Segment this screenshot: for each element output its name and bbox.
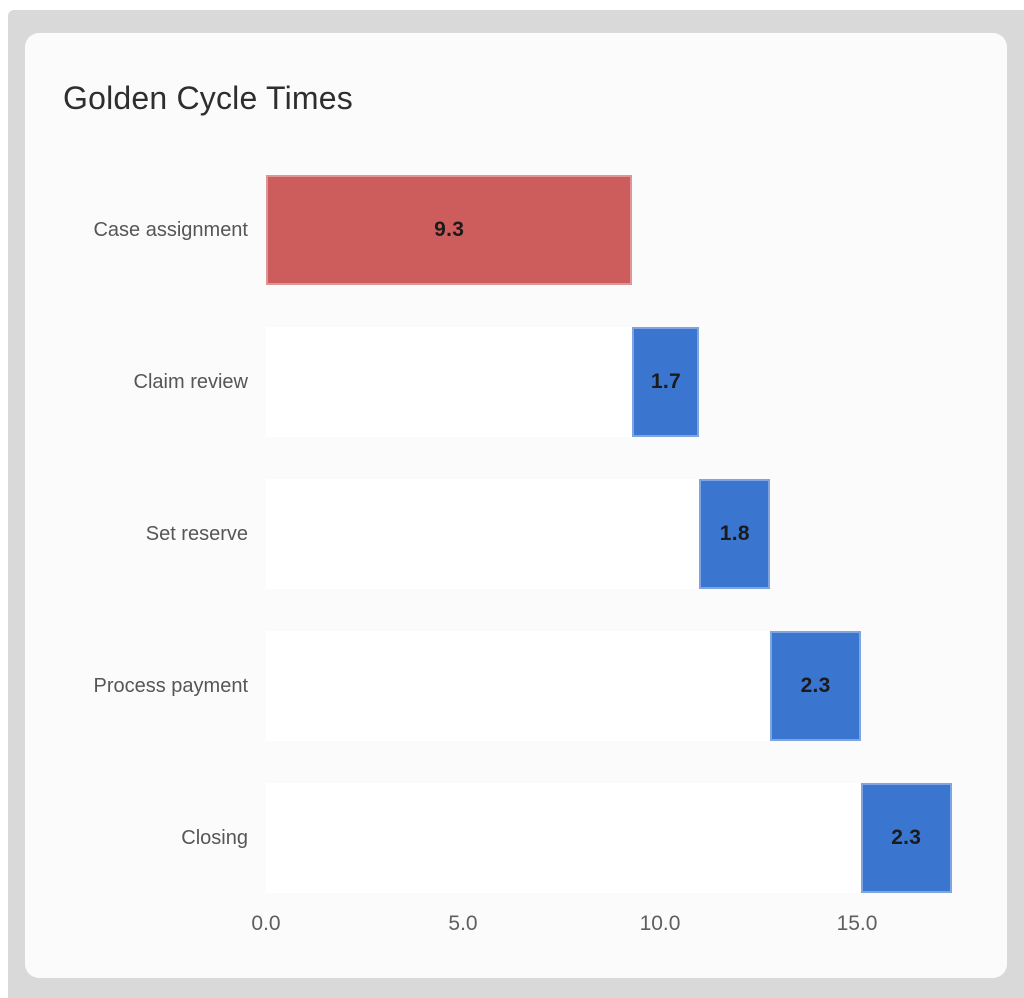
bar-segment[interactable]: 9.3 [266, 175, 633, 285]
waterfall-base-bar [266, 479, 700, 589]
chart-title: Golden Cycle Times [63, 80, 353, 116]
bar-segment[interactable]: 2.3 [770, 631, 861, 741]
x-axis-tick-label: 0.0 [251, 912, 281, 935]
x-axis-tick-label: 10.0 [639, 912, 681, 935]
x-axis-tick-label: 15.0 [836, 912, 878, 935]
waterfall-base-bar [266, 327, 633, 437]
bar-segment[interactable]: 1.8 [699, 479, 771, 589]
category-label: Case assignment [93, 219, 248, 241]
bar-value-label: 2.3 [891, 826, 922, 849]
category-label: Process payment [93, 675, 248, 697]
bar-segment[interactable]: 1.7 [632, 327, 700, 437]
bar-segment[interactable]: 2.3 [860, 783, 952, 893]
x-axis-tick-label: 5.0 [448, 912, 478, 935]
category-label: Claim review [133, 371, 248, 393]
category-label: Closing [181, 827, 248, 849]
bar-value-label: 9.3 [434, 218, 465, 241]
bar-value-label: 1.7 [650, 370, 681, 393]
category-label: Set reserve [145, 523, 248, 545]
bar-value-label: 1.8 [719, 522, 750, 545]
waterfall-base-bar [266, 631, 771, 741]
waterfall-base-bar [266, 783, 861, 893]
bar-value-label: 2.3 [800, 674, 831, 697]
